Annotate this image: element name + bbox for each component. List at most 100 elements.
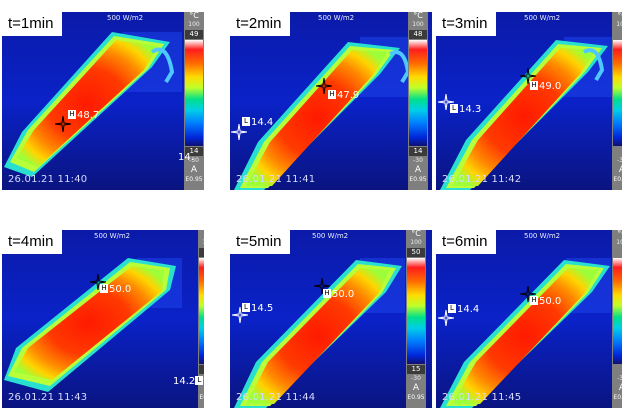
hot-spot-value: 48.7 [77, 110, 100, 121]
scale-min: -30 [413, 157, 423, 164]
cold-spot-marker: L 14.4 [448, 304, 479, 315]
thermal-frame-3: t=3min 500 W/m2 °C 100 -30 A E0.95 H49.0… [436, 12, 622, 190]
emissivity: E0.95 [613, 394, 622, 401]
irradiance-label: 500 W/m2 [94, 232, 131, 240]
cold-spot-value: 14.3 [459, 104, 482, 115]
time-label: t=3min [436, 12, 497, 36]
scale-unit: °C [189, 12, 199, 20]
color-bar [409, 40, 427, 146]
time-label: t=4min [2, 230, 63, 254]
crosshair-icon [520, 68, 536, 84]
cold-spot-value: 14.5 [251, 303, 274, 314]
hot-spot-marker: H 47.9 [328, 90, 359, 101]
crosshair-icon [314, 278, 330, 294]
hot-spot-value: 49.0 [539, 81, 562, 92]
hot-marker-icon: H [530, 296, 538, 305]
color-bar [199, 258, 204, 364]
color-bar [613, 258, 622, 364]
thermal-scene [230, 230, 432, 408]
mode-indicator: A [414, 165, 422, 175]
cold-spot-marker: L 14.4 [242, 117, 273, 128]
scale-max: 100 [198, 239, 204, 246]
scale-bottom-value: 15 [407, 365, 425, 374]
hot-spot-marker: H 48.7 [68, 110, 99, 121]
irradiance-label: 500 W/m2 [524, 232, 561, 240]
temperature-scale: °C 100 50 15 -30 A E0.95 [406, 230, 426, 408]
cold-spot-marker: 14.2 L [173, 376, 204, 387]
hot-spot-marker: H 50.0 [323, 289, 354, 300]
temperature-scale: °C 100 48 14 -30 A E0.95 [408, 12, 428, 190]
cold-marker-icon: L [242, 117, 250, 126]
scale-bottom-value: 14 [199, 365, 204, 374]
timestamp: 26.01.21 11:42 [442, 174, 522, 185]
thermal-scene [436, 230, 622, 408]
scale-unit: °C [198, 230, 204, 238]
hot-spot-value: 50.0 [109, 284, 132, 295]
cold-marker-icon: L [242, 303, 250, 312]
scale-top-value: 49 [185, 30, 203, 39]
thermal-frame-6: t=6min 500 W/m2 °C 100 -30 A E0.95 H50.0… [436, 230, 622, 408]
cold-marker-icon: L [195, 376, 204, 385]
cold-marker-icon: L [448, 304, 456, 313]
emissivity: E0.95 [199, 394, 204, 401]
mode-indicator: A [618, 165, 622, 175]
crosshair-icon [316, 78, 332, 94]
crosshair-icon [438, 310, 454, 326]
scale-max: 100 [412, 21, 424, 28]
emissivity: E0.95 [613, 176, 622, 183]
scale-min: -30 [617, 157, 622, 164]
scale-top-value: 50 [199, 248, 204, 257]
cold-spot-value: 14.4 [457, 304, 480, 315]
scale-min: -30 [617, 375, 622, 382]
scale-bottom-value: 14 [185, 147, 203, 156]
crosshair-icon [232, 307, 248, 323]
scale-max: 100 [410, 239, 422, 246]
irradiance-label: 500 W/m2 [524, 14, 561, 22]
emissivity: E0.95 [407, 394, 425, 401]
scale-unit: °C [617, 230, 622, 238]
hot-marker-icon: H [100, 284, 108, 293]
hot-spot-marker: H 50.0 [100, 284, 131, 295]
thermal-frame-5: t=5min 500 W/m2 °C 100 50 15 -30 A E0.95… [230, 230, 432, 408]
irradiance-label: 500 W/m2 [312, 232, 349, 240]
scale-unit: °C [617, 12, 622, 20]
mode-indicator: A [412, 383, 420, 393]
scale-top-value: 48 [409, 30, 427, 39]
hot-marker-icon: H [323, 289, 331, 298]
scale-top-value: 50 [407, 248, 425, 257]
thermal-scene [436, 12, 622, 190]
hot-marker-icon: H [530, 81, 538, 90]
temperature-scale: °C 100 -30 A E0.95 [612, 230, 622, 408]
temperature-scale: °C 100 49 14 -30 A E0.95 [184, 12, 204, 190]
hot-spot-value: 50.0 [332, 289, 355, 300]
hot-spot-value: 50.0 [539, 296, 562, 307]
mode-indicator: A [618, 383, 622, 393]
hot-marker-icon: H [328, 90, 336, 99]
irradiance-label: 500 W/m2 [107, 14, 144, 22]
time-label: t=2min [230, 12, 291, 36]
color-bar [613, 40, 622, 146]
crosshair-icon [231, 124, 247, 140]
crosshair-icon [90, 274, 106, 290]
cold-spot-value: 14.4 [251, 117, 274, 128]
time-label: t=1min [2, 12, 63, 36]
hot-spot-marker: H 49.0 [530, 81, 561, 92]
hot-marker-icon: H [68, 110, 76, 119]
crosshair-icon [55, 116, 71, 132]
timestamp: 26.01.21 11:41 [236, 174, 316, 185]
crosshair-icon [520, 286, 536, 302]
scale-max: 100 [616, 239, 622, 246]
scale-unit: °C [411, 230, 421, 238]
temperature-scale: °C 100 -30 A E0.95 [612, 12, 622, 190]
scale-unit: °C [413, 12, 423, 20]
thermal-frame-4: t=4min 500 W/m2 °C 100 50 14 -30 A E0.95… [2, 230, 204, 408]
thermal-frame-2: t=2min 500 W/m2 °C 100 48 14 -30 A E0.95… [230, 12, 432, 190]
color-bar [407, 258, 425, 364]
scale-max: 100 [616, 21, 622, 28]
scale-min: -30 [411, 375, 421, 382]
hot-spot-value: 47.9 [337, 90, 360, 101]
cold-marker-icon: L [450, 104, 458, 113]
time-label: t=6min [436, 230, 497, 254]
scale-max: 100 [188, 21, 200, 28]
thermal-scene [2, 12, 204, 190]
